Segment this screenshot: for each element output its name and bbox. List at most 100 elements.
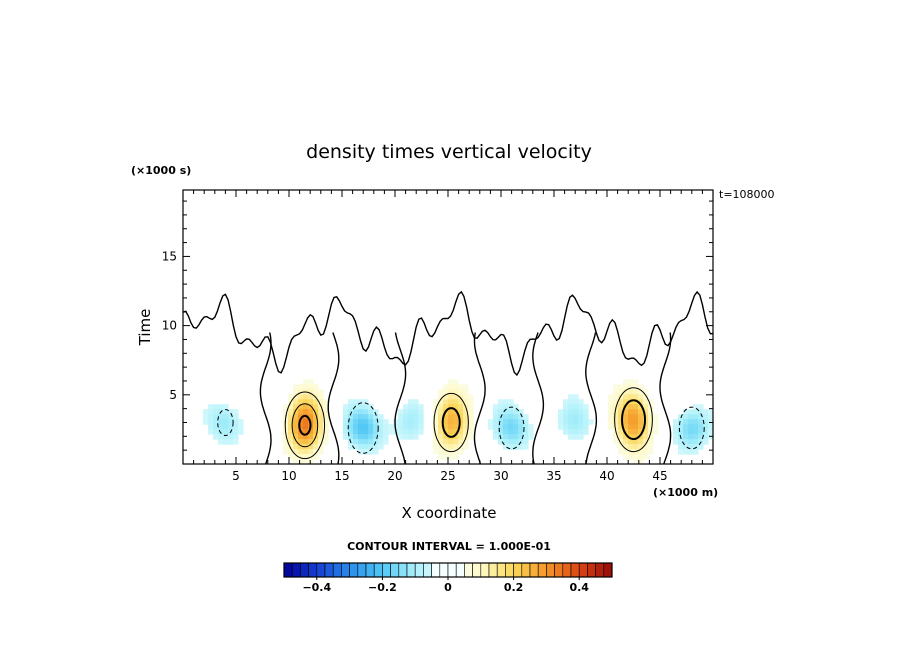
field-cell — [568, 429, 574, 435]
field-cell — [638, 394, 644, 400]
field-cell — [343, 409, 349, 415]
y-tick-label: 15 — [162, 249, 177, 263]
field-cell — [438, 414, 444, 420]
x-tick-label: 40 — [599, 469, 614, 483]
field-cell — [468, 394, 474, 400]
field-cell — [298, 439, 304, 445]
field-cell — [633, 379, 639, 385]
field-cell — [573, 434, 579, 440]
field-cell — [458, 409, 464, 415]
field-cell — [698, 419, 704, 425]
field-cell — [433, 404, 439, 410]
field-cell — [453, 449, 459, 455]
field-cell — [633, 424, 639, 430]
field-cell — [578, 414, 584, 420]
field-cell — [228, 439, 234, 445]
field-cell — [498, 409, 504, 415]
field-cell — [228, 434, 234, 440]
field-cell — [558, 424, 564, 430]
field-cell — [303, 459, 309, 465]
field-cell — [408, 424, 414, 430]
field-cell — [628, 439, 634, 445]
field-cell — [623, 419, 629, 425]
field-cell — [363, 419, 369, 425]
field-cell — [688, 409, 694, 415]
field-cell — [238, 429, 244, 435]
colorbar-swatch — [529, 562, 539, 578]
field-cell — [643, 404, 649, 410]
field-cell — [633, 399, 639, 405]
field-cell — [303, 449, 309, 455]
field-cell — [618, 399, 624, 405]
field-cell — [613, 394, 619, 400]
field-cell — [448, 389, 454, 395]
field-cell — [493, 429, 499, 435]
field-cell — [443, 384, 449, 390]
field-cell — [633, 409, 639, 415]
field-cell — [403, 434, 409, 440]
contour-line — [347, 402, 379, 454]
field-cell — [578, 429, 584, 435]
zero-contour-vertical — [659, 332, 672, 465]
field-cell — [438, 389, 444, 395]
field-cell — [213, 404, 219, 410]
field-cell — [648, 434, 654, 440]
field-cell — [283, 444, 289, 450]
field-cell — [363, 439, 369, 445]
chart-title: density times vertical velocity — [306, 141, 592, 163]
colorbar-tick-label: 0.4 — [569, 581, 589, 594]
field-cell — [358, 449, 364, 455]
field-cell — [508, 419, 514, 425]
field-cell — [223, 404, 229, 410]
field-cell — [418, 414, 424, 420]
x-tick-label: 15 — [334, 469, 349, 483]
field-cell — [443, 449, 449, 455]
x-tick-label: 35 — [546, 469, 561, 483]
field-cell — [633, 434, 639, 440]
zero-contour — [182, 290, 714, 377]
contour-line — [217, 409, 234, 436]
field-cell — [523, 424, 529, 430]
field-cell — [438, 429, 444, 435]
x-tick-label: 25 — [440, 469, 455, 483]
field-cell — [653, 414, 659, 420]
field-cell — [498, 399, 504, 405]
field-cell — [303, 384, 309, 390]
field-cell — [568, 414, 574, 420]
field-cell — [468, 399, 474, 405]
field-cell — [693, 414, 699, 420]
field-cell — [233, 424, 239, 430]
field-cell — [433, 439, 439, 445]
field-cell — [468, 424, 474, 430]
field-cell — [368, 444, 374, 450]
field-cell — [318, 434, 324, 440]
field-cell — [313, 404, 319, 410]
field-cell — [623, 444, 629, 450]
field-cell — [613, 384, 619, 390]
colorbar-swatch — [488, 562, 498, 578]
field-cell — [233, 414, 239, 420]
colorbar-swatch — [365, 562, 375, 578]
field-cell — [283, 404, 289, 410]
field-cell — [503, 429, 509, 435]
field-cell — [653, 424, 659, 430]
field-cell — [438, 394, 444, 400]
field-cell — [353, 419, 359, 425]
field-cell — [678, 419, 684, 425]
field-cell — [638, 429, 644, 435]
field-cell — [573, 424, 579, 430]
field-cell — [233, 409, 239, 415]
field-cell — [643, 434, 649, 440]
field-cell — [648, 444, 654, 450]
field-cell — [443, 404, 449, 410]
field-cell — [513, 439, 519, 445]
contour-line — [678, 406, 705, 450]
field-cell — [228, 419, 234, 425]
field-cell — [368, 429, 374, 435]
field-cell — [283, 439, 289, 445]
field-cell — [463, 394, 469, 400]
field-cell — [558, 419, 564, 425]
field-cell — [703, 434, 709, 440]
field-cell — [438, 444, 444, 450]
field-cell — [373, 434, 379, 440]
